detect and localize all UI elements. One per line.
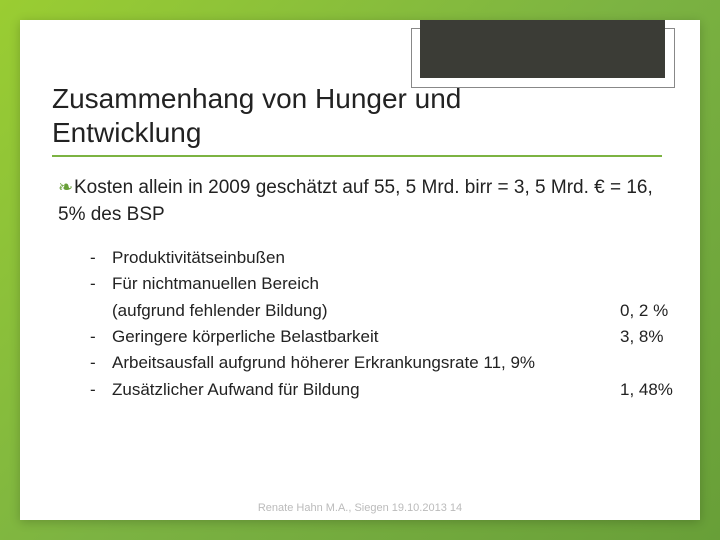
sub-value <box>620 245 690 271</box>
sub-value: 3, 8% <box>620 324 690 350</box>
dash-icon: - <box>90 350 112 376</box>
main-bullet: ❧Kosten allein in 2009 geschätzt auf 55,… <box>58 175 678 228</box>
sub-value: 0, 2 % <box>620 298 690 324</box>
list-item: - Geringere körperliche Belastbarkeit 3,… <box>90 324 690 350</box>
list-item: - Produktivitätseinbußen <box>90 245 690 271</box>
corner-box <box>420 20 665 78</box>
sub-text: Für nichtmanuellen Bereich (aufgrund feh… <box>112 271 620 324</box>
sub-text: Geringere körperliche Belastbarkeit <box>112 324 620 350</box>
swirl-icon: ❧ <box>58 175 74 200</box>
dash-icon: - <box>90 377 112 403</box>
title-underline <box>52 155 662 157</box>
footer-text: Renate Hahn M.A., Siegen 19.10.2013 14 <box>20 502 700 514</box>
sub-text: Produktivitätseinbußen <box>112 245 620 271</box>
title-line-1: Zusammenhang von Hunger und <box>52 83 461 114</box>
slide: Zusammenhang von Hunger und Entwicklung … <box>20 20 700 520</box>
main-text: Kosten allein in 2009 geschätzt auf 55, … <box>58 177 653 225</box>
dash-icon: - <box>90 324 112 350</box>
list-item: - Für nichtmanuellen Bereich (aufgrund f… <box>90 271 690 324</box>
list-item: - Zusätzlicher Aufwand für Bildung 1, 48… <box>90 377 690 403</box>
list-item: - Arbeitsausfall aufgrund höherer Erkran… <box>90 350 690 376</box>
slide-title: Zusammenhang von Hunger und Entwicklung <box>52 82 461 149</box>
sub-list: - Produktivitätseinbußen - Für nichtmanu… <box>90 245 690 403</box>
sub-text: Zusätzlicher Aufwand für Bildung <box>112 377 620 403</box>
dash-icon: - <box>90 245 112 271</box>
sub-value <box>620 350 690 376</box>
title-line-2: Entwicklung <box>52 117 201 148</box>
sub-value: 1, 48% <box>620 377 690 403</box>
sub-text: Arbeitsausfall aufgrund höherer Erkranku… <box>112 350 620 376</box>
dash-icon: - <box>90 271 112 324</box>
